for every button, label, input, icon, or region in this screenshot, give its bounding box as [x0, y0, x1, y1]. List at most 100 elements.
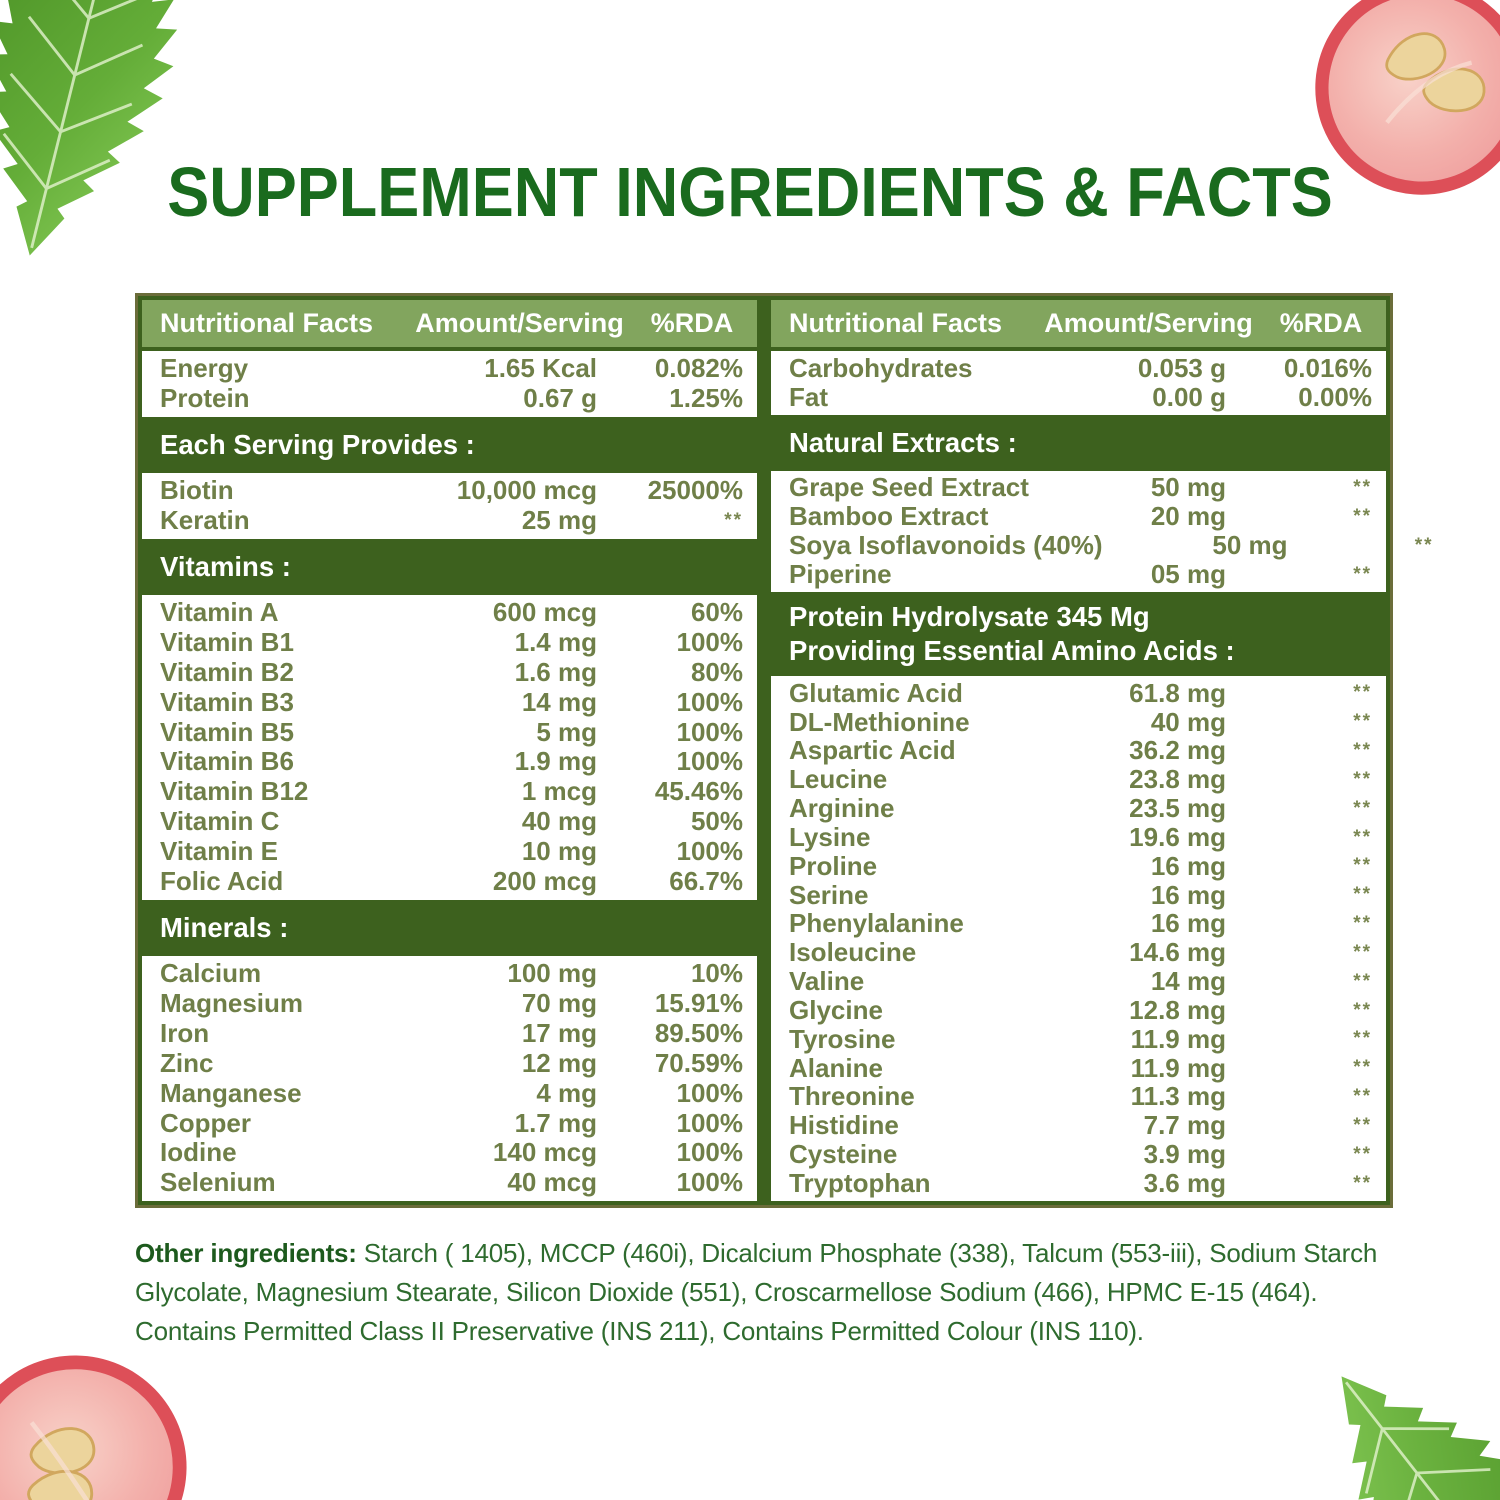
row-amount: 10,000 mcg	[456, 475, 597, 506]
row-amount: 7.7 mg	[1143, 1110, 1226, 1141]
table-row: Proline 16 mg **	[771, 852, 1386, 880]
row-rda: **	[1353, 505, 1372, 527]
row-label: Carbohydrates	[789, 352, 973, 383]
table-row: Lysine 19.6 mg **	[771, 821, 1386, 852]
row-label: Arginine	[789, 793, 895, 824]
row-label: Vitamin B5	[160, 716, 294, 747]
row-label: Leucine	[789, 764, 888, 795]
table-row: Energy 1.65 Kcal 0.082%	[142, 353, 757, 384]
row-rda: **	[1353, 797, 1372, 819]
row-amount: 1 mcg	[521, 776, 597, 807]
row-rda: 0.016%	[1283, 352, 1372, 383]
row-label: Isoleucine	[789, 937, 917, 968]
row-rda: **	[1353, 999, 1372, 1021]
table-row: Selenium 40 mcg 100%	[142, 1169, 757, 1197]
table-row: Manganese 4 mg 100%	[142, 1077, 757, 1108]
table-row: Glutamic Acid 61.8 mg **	[771, 679, 1386, 707]
row-amount: 19.6 mg	[1129, 821, 1226, 852]
row-rda: 100%	[676, 746, 744, 777]
row-amount: 12.8 mg	[1129, 994, 1226, 1025]
facts-column-right: Nutritional Facts Amount/Serving %RDA Ca…	[771, 300, 1432, 1201]
section-band-label: Minerals :	[160, 911, 289, 943]
row-label: Histidine	[789, 1110, 899, 1141]
row-amount: 0.67 g	[523, 383, 597, 414]
row-label: Bamboo Extract	[789, 501, 989, 532]
row-amount: 140 mcg	[492, 1137, 597, 1168]
table-row: Fat 0.00 g 0.00%	[771, 383, 1386, 411]
row-amount: 1.4 mg	[514, 626, 597, 657]
row-label: Lysine	[789, 821, 871, 852]
row-label: Vitamin B2	[160, 656, 294, 687]
table-row: Magnesium 70 mg 15.91%	[142, 987, 757, 1018]
table-row: Tryptophan 3.6 mg **	[771, 1169, 1386, 1197]
table-row: Keratin 25 mg **	[142, 505, 757, 536]
row-label: Tyrosine	[789, 1023, 896, 1054]
row-label: Vitamin B3	[160, 686, 294, 717]
table-row: Vitamin E 10 mg 100%	[142, 836, 757, 867]
row-label: Manganese	[160, 1077, 302, 1108]
row-amount: 11.9 mg	[1130, 1052, 1226, 1083]
row-label: Vitamin B1	[160, 626, 294, 657]
table-row: Iodine 140 mcg 100%	[142, 1137, 757, 1168]
row-amount: 4 mg	[536, 1077, 597, 1108]
row-amount: 50 mg	[1212, 530, 1288, 561]
section-band-label: Protein Hydrolysate 345 Mg	[789, 601, 1150, 632]
row-label: Iodine	[160, 1137, 237, 1168]
row-rda: 100%	[676, 626, 744, 657]
row-label: Biotin	[160, 475, 234, 506]
facts-column-left: Nutritional Facts Amount/Serving %RDA En…	[142, 300, 757, 1201]
row-rda: 100%	[676, 1077, 744, 1108]
row-amount: 50 mg	[1150, 472, 1226, 503]
rows-panel: Carbohydrates 0.053 g 0.016% Fat 0.00 g 0.00%	[771, 351, 1386, 415]
table-row: Vitamin C 40 mg 50%	[142, 806, 757, 837]
row-amount: 10 mg	[521, 836, 597, 867]
row-rda: **	[1414, 534, 1434, 556]
row-rda: **	[1353, 826, 1372, 848]
row-amount: 70 mg	[521, 987, 597, 1018]
row-amount: 14.6 mg	[1129, 937, 1226, 968]
section-band-label: Natural Extracts :	[789, 426, 1017, 458]
row-rda: 100%	[676, 836, 744, 867]
table-row: Alanine 11.9 mg **	[771, 1052, 1386, 1083]
section-band: Protein Hydrolysate 345 Mg Providing Esse…	[771, 596, 1386, 672]
header-amount: Amount/Serving	[415, 308, 624, 338]
table-row: Copper 1.7 mg 100%	[142, 1109, 757, 1137]
row-label: Aspartic Acid	[789, 735, 956, 766]
header-amount: Amount/Serving	[1044, 308, 1253, 338]
row-rda: 50%	[690, 806, 743, 837]
table-row: Soya Isoflavonoids (40%) 50 mg **	[771, 530, 1432, 561]
row-rda: 0.082%	[654, 353, 743, 384]
row-label: Zinc	[160, 1047, 214, 1078]
table-row: Isoleucine 14.6 mg **	[771, 937, 1386, 968]
rows-panel: Glutamic Acid 61.8 mg ** DL-Methionine 40 mg…	[771, 676, 1386, 1201]
row-rda: **	[1353, 682, 1372, 704]
header-rda: %RDA	[1279, 308, 1363, 338]
grape-slice-icon	[0, 1355, 187, 1500]
grape-leaf-icon	[0, 0, 178, 256]
row-rda: 100%	[676, 716, 744, 747]
row-amount: 20 mg	[1150, 501, 1226, 532]
section-band-label: Providing Essential Amino Acids :	[789, 635, 1235, 666]
other-ingredients-text: Starch ( 1405), MCCP (460i), Dicalcium P…	[135, 1238, 1378, 1346]
supplement-facts-panel: Nutritional Facts Amount/Serving %RDA En…	[135, 293, 1432, 1208]
row-label: Keratin	[160, 505, 250, 536]
table-row: Piperine 05 mg **	[771, 560, 1386, 588]
row-rda: 100%	[676, 686, 744, 717]
section-band-label: Vitamins :	[160, 550, 291, 582]
row-amount: 11.9 mg	[1130, 1023, 1226, 1054]
row-amount: 12 mg	[521, 1047, 597, 1078]
row-amount: 40 mg	[1150, 706, 1226, 737]
table-row: Vitamin B3 14 mg 100%	[142, 686, 757, 717]
row-label: Vitamin B12	[160, 776, 309, 807]
row-amount: 5 mg	[536, 716, 597, 747]
row-rda: **	[1353, 768, 1372, 790]
row-label: Serine	[789, 879, 869, 910]
table-row: Phenylalanine 16 mg **	[771, 910, 1386, 938]
row-label: Soya Isoflavonoids (40%)	[789, 530, 1103, 561]
table-row: Vitamin A 600 mcg 60%	[142, 596, 757, 627]
row-amount: 23.5 mg	[1129, 793, 1226, 824]
row-label: Grape Seed Extract	[789, 472, 1029, 503]
section-band-label: Each Serving Provides :	[160, 428, 475, 460]
row-label: Vitamin A	[160, 596, 279, 627]
